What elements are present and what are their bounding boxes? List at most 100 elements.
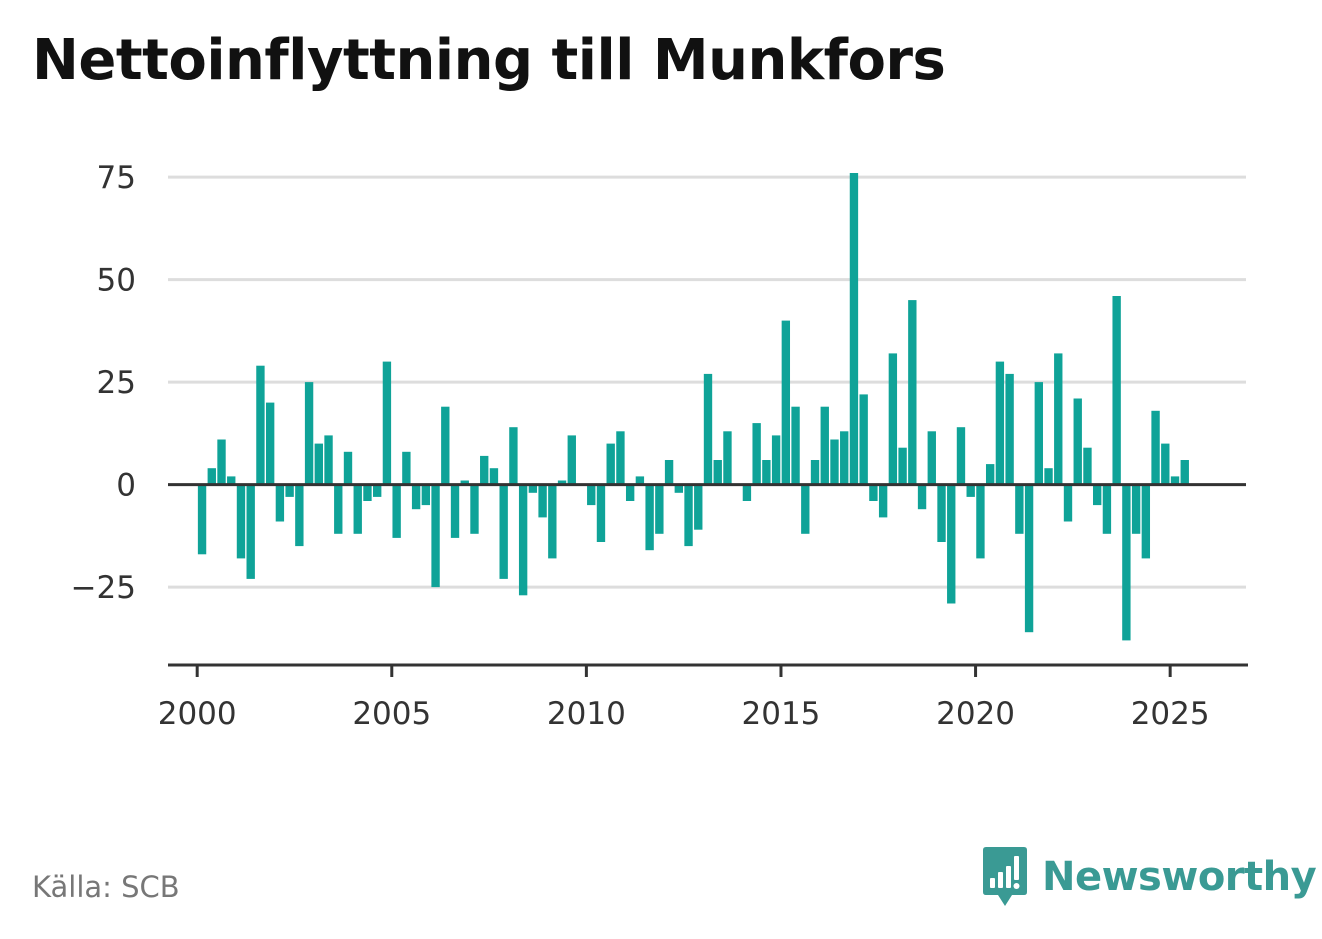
bar	[1093, 484, 1102, 506]
bar	[421, 484, 431, 506]
bar	[674, 484, 683, 493]
bar	[509, 427, 518, 485]
bar	[849, 173, 859, 485]
bar	[343, 451, 353, 485]
bar	[1102, 484, 1112, 534]
bar	[373, 484, 382, 497]
bar	[450, 484, 460, 538]
bar	[402, 451, 411, 485]
bar	[197, 484, 207, 555]
y-tick-labels: 75 50 25 0 −25	[71, 160, 136, 606]
bar	[927, 431, 936, 485]
bar	[1024, 484, 1034, 633]
bar	[1122, 484, 1131, 641]
bar	[664, 460, 674, 485]
bar	[723, 431, 732, 485]
bar	[1161, 443, 1170, 485]
bar	[840, 431, 849, 485]
bar	[382, 361, 392, 485]
bar	[820, 406, 829, 485]
bar	[1073, 398, 1082, 485]
bar	[1034, 382, 1043, 485]
bar	[947, 484, 956, 604]
bar	[937, 484, 946, 542]
bar	[830, 439, 839, 485]
bar	[334, 484, 343, 534]
bar	[985, 464, 995, 485]
x-tick-label: 2010	[547, 696, 626, 732]
bar	[1141, 484, 1151, 559]
bar	[441, 406, 450, 485]
y-tick-label: 50	[97, 263, 136, 299]
axes	[168, 483, 1248, 677]
bar	[596, 484, 606, 542]
bar	[888, 353, 898, 485]
bar	[606, 443, 615, 485]
bar	[703, 373, 713, 485]
bar	[275, 484, 285, 522]
bar	[548, 484, 557, 559]
chart-title: Nettoinflyttning till Munkfors	[32, 28, 946, 93]
bar	[304, 382, 314, 485]
bar	[567, 435, 576, 485]
brand-name: Newsworthy	[1042, 854, 1317, 900]
bar	[1112, 296, 1121, 485]
bar	[499, 484, 508, 579]
bar	[801, 484, 810, 534]
x-tick-label: 2025	[1131, 696, 1210, 732]
bar	[489, 468, 499, 485]
bar	[518, 484, 528, 596]
y-tick-label: 0	[116, 468, 136, 504]
x-tick-labels: 2000 2005 2010 2015 2020 2025	[158, 696, 1210, 732]
bar	[538, 484, 547, 518]
bar	[917, 484, 927, 510]
bar	[1054, 353, 1063, 485]
bar	[752, 423, 761, 485]
bar	[898, 447, 907, 485]
bar	[557, 480, 567, 485]
bar	[1170, 476, 1180, 485]
bar	[869, 484, 878, 501]
bar	[1151, 410, 1160, 485]
x-tick-label: 2000	[158, 696, 237, 732]
bar	[771, 435, 781, 485]
bar	[684, 484, 693, 547]
bar	[528, 484, 538, 493]
x-tick-label: 2015	[742, 696, 821, 732]
bar	[1180, 460, 1189, 485]
bar	[256, 365, 265, 485]
bar	[1015, 484, 1024, 534]
bar	[956, 427, 966, 485]
bar	[470, 484, 479, 534]
bar	[363, 484, 372, 501]
bar	[587, 484, 596, 506]
x-tick-label: 2020	[936, 696, 1015, 732]
bar	[1083, 447, 1092, 485]
bar	[616, 431, 625, 485]
bar	[314, 443, 323, 485]
bar	[878, 484, 888, 518]
bar	[976, 484, 985, 559]
bar	[694, 484, 703, 530]
bar	[246, 484, 255, 579]
bar	[966, 484, 975, 497]
bar	[1005, 373, 1014, 485]
bar	[908, 300, 917, 485]
bar	[411, 484, 421, 510]
bar	[742, 484, 752, 501]
bar	[265, 402, 275, 485]
bar	[392, 484, 401, 538]
bar	[217, 439, 226, 485]
bar	[431, 484, 440, 588]
brand-logo: Newsworthy	[980, 846, 1317, 908]
bar	[480, 455, 489, 485]
bar	[227, 476, 236, 485]
bar	[859, 394, 868, 485]
y-tick-label: 75	[97, 160, 136, 196]
bar	[285, 484, 294, 497]
bar	[995, 361, 1005, 485]
bar	[460, 480, 469, 485]
bar	[625, 484, 635, 501]
y-tick-label: 25	[97, 365, 136, 401]
